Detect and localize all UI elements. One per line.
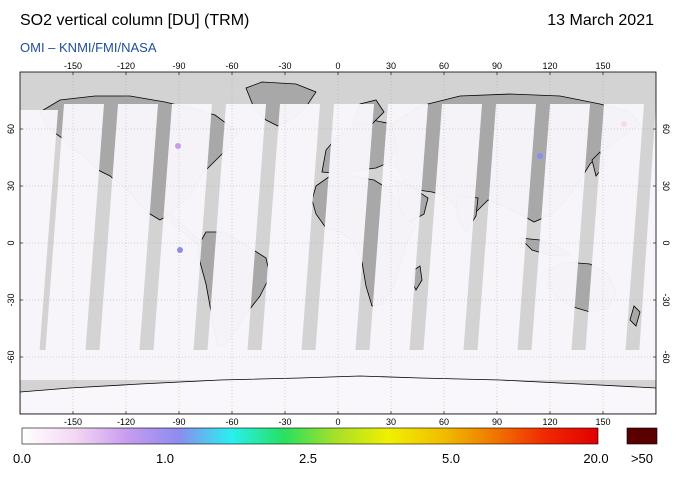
lon-tick-label-bottom: 120 — [542, 417, 557, 427]
lon-tick-label-top: 0 — [335, 61, 340, 71]
lat-tick-label-left: 60 — [6, 124, 16, 134]
colorbar-label-4: 20.0 — [583, 451, 609, 466]
lon-tick-label-bottom: 90 — [492, 417, 502, 427]
lon-tick-label-top: 150 — [595, 61, 610, 71]
so2-hotspot — [537, 153, 543, 159]
lat-tick-label-right: 60 — [661, 124, 671, 134]
map-title: SO2 vertical column [DU] (TRM) — [20, 12, 250, 29]
colorbar-label-0: 0.0 — [12, 451, 32, 466]
lat-tick-label-right: -30 — [661, 293, 671, 306]
graticule — [20, 72, 656, 414]
lon-tick-label-bottom: 30 — [386, 417, 396, 427]
swath — [422, 104, 482, 370]
colorbar-label-2: 2.5 — [298, 451, 318, 466]
lat-tick-label-right: 0 — [661, 240, 671, 245]
axis-ticks: -150 -150 -120 -120 -90 -90 -60 -60 -30 -30 0 0 30 30… — [6, 61, 671, 427]
lon-tick-label-top: 120 — [542, 61, 557, 71]
map-date: 13 March 2021 — [547, 12, 654, 29]
swath — [638, 104, 656, 370]
swath — [152, 104, 212, 370]
lon-tick-label-top: 60 — [439, 61, 449, 71]
satellite-swaths — [20, 104, 656, 380]
lon-tick-label-top: -90 — [172, 61, 185, 71]
lon-tick-label-top: -150 — [64, 61, 82, 71]
swath — [368, 104, 428, 370]
swath — [476, 104, 536, 370]
colorbar-max-label: >50 — [630, 451, 654, 466]
lon-tick-label-bottom: 0 — [335, 417, 340, 427]
lon-tick-label-bottom: 60 — [439, 417, 449, 427]
map-area — [20, 72, 656, 414]
colorbar-label-1: 1.0 — [155, 451, 175, 466]
lon-tick-label-top: -120 — [117, 61, 135, 71]
lon-tick-label-top: -60 — [225, 61, 238, 71]
swath — [206, 104, 266, 370]
swath — [584, 104, 644, 370]
lon-tick-label-bottom: -30 — [278, 417, 291, 427]
colorbar-label-3: 5.0 — [441, 451, 461, 466]
map-credit: OMI – KNMI/FMI/NASA — [20, 40, 157, 55]
so2-hotspot — [175, 143, 181, 149]
antarctica — [20, 375, 656, 414]
lon-tick-label-bottom: -120 — [117, 417, 135, 427]
swath — [314, 104, 374, 370]
so2-hotspot — [621, 121, 627, 127]
lat-tick-label-left: 0 — [6, 240, 16, 245]
swath — [44, 104, 104, 370]
lon-tick-label-top: 30 — [386, 61, 396, 71]
lat-tick-label-left: -60 — [6, 350, 16, 363]
lon-tick-label-bottom: -60 — [225, 417, 238, 427]
so2-hotspot — [177, 247, 183, 253]
swath — [98, 104, 158, 370]
lat-tick-label-left: 30 — [6, 181, 16, 191]
colorbar — [21, 427, 599, 445]
swath — [20, 110, 58, 370]
colorbar-max-box — [626, 427, 658, 445]
swath — [530, 104, 590, 370]
swath — [260, 104, 320, 370]
lon-tick-label-top: 90 — [492, 61, 502, 71]
lon-tick-label-top: -30 — [278, 61, 291, 71]
lon-tick-label-bottom: -90 — [172, 417, 185, 427]
lon-tick-label-bottom: -150 — [64, 417, 82, 427]
lat-tick-label-left: -30 — [6, 293, 16, 306]
lat-tick-label-right: 30 — [661, 181, 671, 191]
lat-tick-label-right: -60 — [661, 350, 671, 363]
lon-tick-label-bottom: 150 — [595, 417, 610, 427]
new-zealand — [629, 305, 641, 327]
